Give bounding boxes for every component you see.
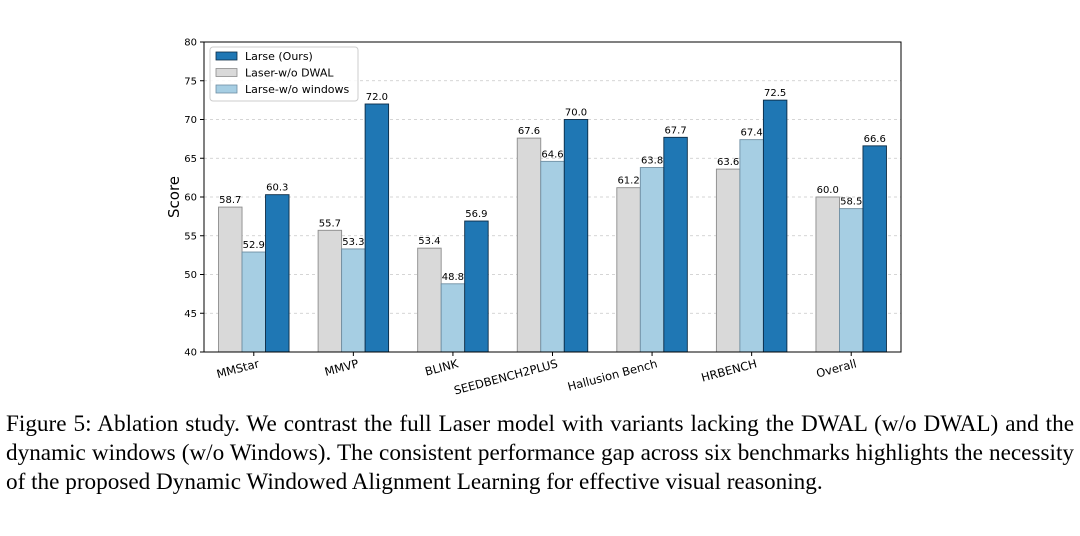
y-tick-label-55: 55 [184, 231, 197, 242]
bar-overall-2 [839, 208, 864, 353]
legend-swatch [215, 68, 238, 77]
bar-seedbench2plus-3 [563, 119, 589, 353]
bar-mmstar-3 [265, 194, 290, 353]
bar-value-label: 58.5 [840, 197, 862, 208]
y-tick-label-75: 75 [184, 76, 197, 87]
bar-hrbench-2 [739, 139, 764, 353]
x-tick-label: MMStar [215, 356, 261, 381]
bar-value-label: 48.8 [442, 272, 464, 283]
bar-blink-2 [440, 283, 466, 353]
y-tick-label-65: 65 [184, 154, 197, 165]
y-tick-label-50: 50 [184, 270, 197, 281]
x-tick-label: HRBENCH [700, 356, 759, 384]
bar-seedbench2plus-2 [540, 160, 565, 353]
bar-value-label: 70.0 [565, 108, 587, 119]
bar-seedbench2plus-1 [516, 137, 542, 353]
bar-overall-3 [862, 145, 887, 353]
bar-labels: 58.7 52.9 60.3 55.753.3 72.0 53.4 48.8 56.9 67.6… [219, 88, 886, 283]
y-tick-label-80: 80 [184, 38, 197, 49]
legend-box [209, 46, 359, 102]
y-tick-label-45: 45 [184, 309, 197, 320]
legend-swatch [215, 51, 238, 61]
bar-value-label: 60.3 [266, 183, 288, 194]
bar-mmstar-2 [241, 251, 266, 353]
y-tick-label-40: 40 [184, 348, 197, 359]
bar-value-label: 53.3 [342, 237, 364, 248]
bar-hallusion-bench-2 [639, 167, 665, 353]
legend-swatch [215, 84, 238, 94]
bar-value-label: 58.7 [219, 195, 241, 206]
bar-value-label: 63.8 [641, 156, 663, 167]
bar-value-label: 64.6 [541, 149, 563, 160]
bar-hallusion-bench-1 [616, 187, 641, 353]
bar-value-label: 66.6 [864, 134, 886, 145]
bar-value-label: 60.0 [817, 185, 839, 196]
legend-label: Laser-w/o DWAL [245, 67, 334, 80]
bar-value-label: 67.6 [518, 126, 540, 137]
y-tick-label-60: 60 [184, 193, 197, 204]
x-tick-label: SEEDBENCH2PLUS [452, 356, 559, 397]
bars [218, 99, 887, 353]
y-axis-label: Score [165, 176, 183, 218]
bar-value-label: 61.2 [617, 176, 639, 187]
bar-value-label: 72.5 [764, 88, 786, 99]
bar-hallusion-bench-3 [663, 136, 688, 353]
bar-mmvp-3 [364, 103, 390, 353]
y-axis: 40 45 50 55 60 65 70 75 80 [184, 38, 204, 359]
legend-label: Larse (Ours) [245, 50, 313, 63]
x-tick-label: Hallusion Bench [566, 356, 659, 393]
x-tick-label: Overall [815, 356, 858, 380]
bar-blink-1 [417, 247, 442, 353]
bar-value-label: 63.6 [717, 157, 739, 168]
bar-value-label: 52.9 [243, 240, 265, 251]
bar-hrbench-3 [762, 99, 788, 353]
figure-caption: Figure 5: Ablation study. We contrast th… [6, 411, 1074, 495]
bar-value-label: 55.7 [319, 218, 341, 229]
bar-value-label: 56.9 [465, 209, 487, 220]
bar-value-label: 67.7 [664, 125, 686, 136]
bar-mmvp-1 [317, 229, 343, 353]
bar-mmvp-2 [341, 248, 366, 353]
bar-mmstar-1 [218, 206, 243, 353]
bar-value-label: 53.4 [418, 236, 440, 247]
bar-overall-1 [815, 196, 840, 353]
legend-label: Larse-w/o windows [245, 83, 350, 96]
legend: Larse (Ours) Laser-w/o DWAL Larse-w/o wind… [209, 46, 359, 102]
x-tick-label: BLINK [423, 356, 460, 378]
y-tick-label-70: 70 [184, 115, 197, 126]
bar-value-label: 72.0 [366, 92, 388, 103]
x-tick-label: MMVP [323, 356, 360, 379]
bar-chart: 58.7 52.9 60.3 55.753.3 72.0 53.4 48.8 56.9 67.6… [165, 38, 902, 398]
bar-value-label: 67.4 [741, 128, 763, 139]
bar-hrbench-1 [715, 168, 741, 353]
bar-blink-3 [464, 220, 489, 353]
